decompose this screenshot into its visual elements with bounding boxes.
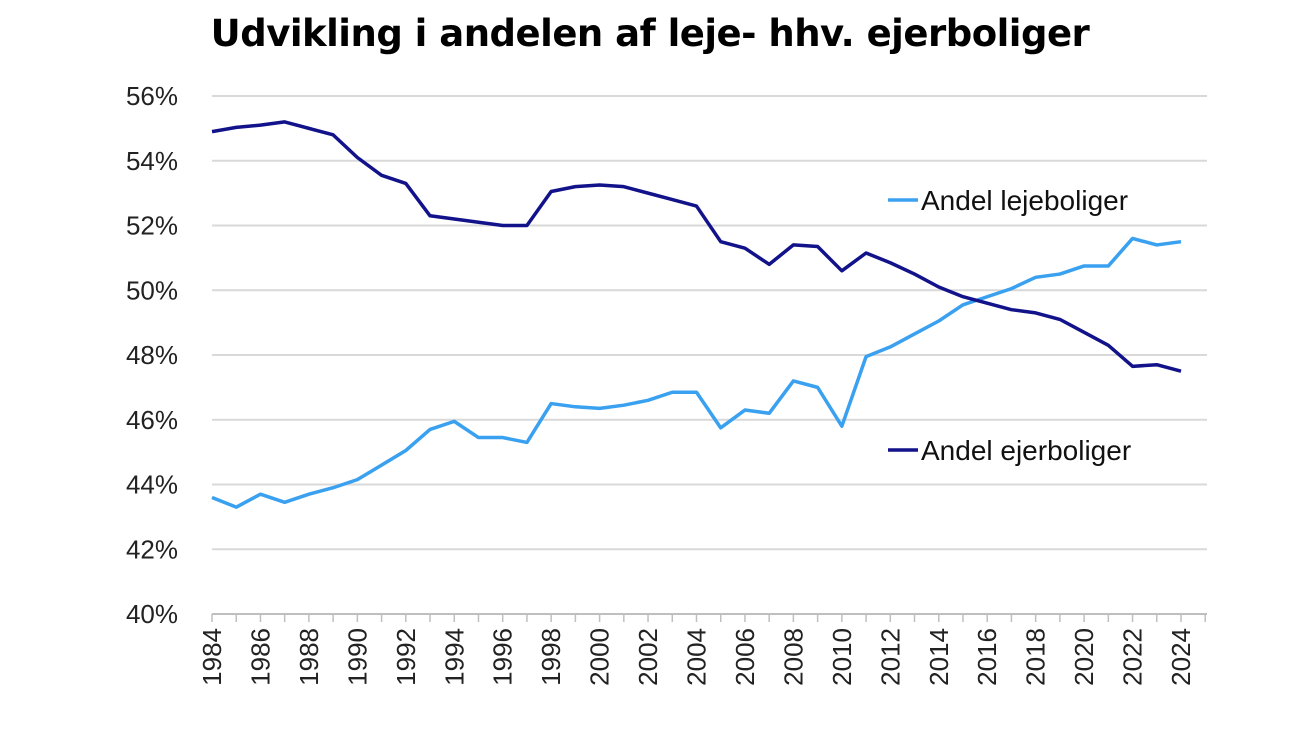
y-tick-label: 48% xyxy=(126,340,178,370)
series-line-lejeboliger xyxy=(211,236,1182,509)
chart-title: Udvikling i andelen af leje- hhv. ejerbo… xyxy=(210,12,1090,55)
legend-label: Andel ejerboliger xyxy=(921,435,1131,466)
x-tick-label: 1992 xyxy=(391,628,421,686)
x-tick-label: 1996 xyxy=(488,628,518,686)
y-tick-label: 50% xyxy=(126,275,178,305)
x-tick-label: 1990 xyxy=(342,628,372,686)
series-line-ejerboliger xyxy=(211,120,1182,373)
x-tick-label: 2016 xyxy=(972,628,1002,686)
x-tick-label: 1988 xyxy=(294,628,324,686)
x-tick-label: 2006 xyxy=(730,628,760,686)
x-tick-label: 2000 xyxy=(585,628,615,686)
y-tick-label: 44% xyxy=(126,470,178,500)
x-tick-label: 2002 xyxy=(633,628,663,686)
x-tick-label: 1998 xyxy=(536,628,566,686)
x-tick-label: 2024 xyxy=(1166,628,1196,686)
legend-label: Andel lejeboliger xyxy=(921,185,1128,216)
x-tick-label: 1994 xyxy=(439,628,469,686)
y-tick-label: 56% xyxy=(126,81,178,111)
x-tick-label: 2008 xyxy=(778,628,808,686)
x-tick-label: 2020 xyxy=(1069,628,1099,686)
x-tick-label: 2010 xyxy=(827,628,857,686)
x-tick-label: 2014 xyxy=(924,628,954,686)
y-tick-label: 52% xyxy=(126,211,178,241)
y-tick-label: 54% xyxy=(126,146,178,176)
x-tick-label: 2012 xyxy=(875,628,905,686)
x-tick-label: 2004 xyxy=(682,628,712,686)
x-tick-label: 1986 xyxy=(245,628,275,686)
x-tick-label: 2018 xyxy=(1021,628,1051,686)
y-tick-label: 42% xyxy=(126,534,178,564)
y-tick-label: 40% xyxy=(126,599,178,629)
x-tick-label: 2022 xyxy=(1118,628,1148,686)
y-tick-label: 46% xyxy=(126,405,178,435)
x-tick-label: 1984 xyxy=(197,628,227,686)
